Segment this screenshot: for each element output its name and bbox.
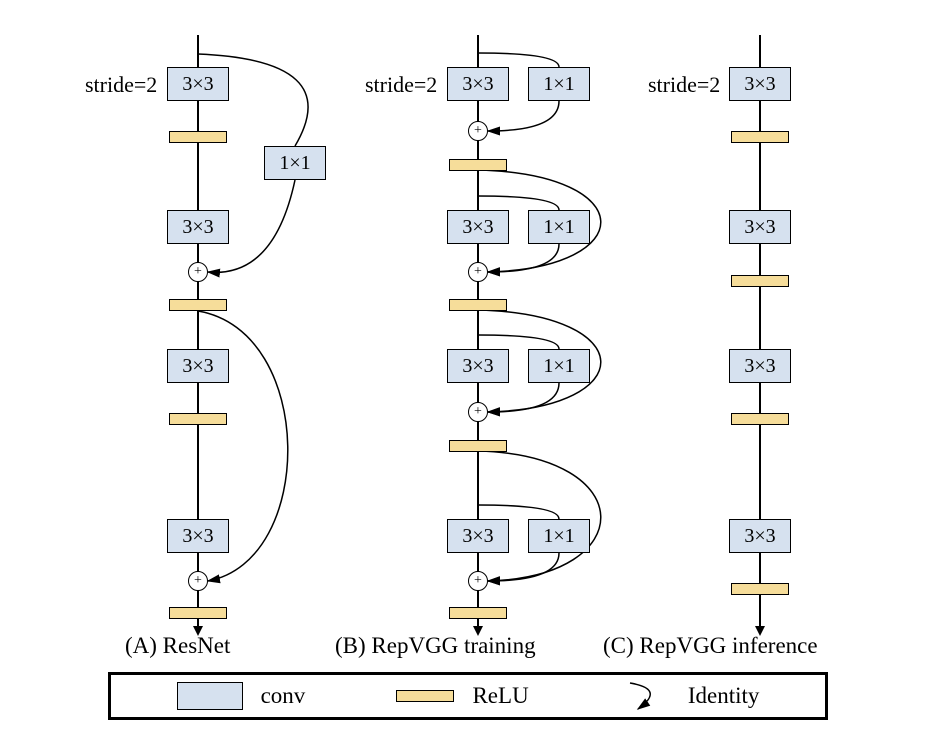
caption-A: (A) ResNet <box>125 633 230 659</box>
B-conv3-3: 3×3 <box>447 519 509 553</box>
A-relu-2 <box>169 413 227 425</box>
legend: conv ReLU Identity <box>108 672 828 720</box>
A-relu-3 <box>169 607 227 619</box>
C-conv3-2: 3×3 <box>729 349 791 383</box>
B-plus-2: + <box>468 402 488 422</box>
B-relu-1 <box>449 299 507 311</box>
A-conv3-1: 3×3 <box>167 210 229 244</box>
A-conv3-3: 3×3 <box>167 519 229 553</box>
C-conv3-3: 3×3 <box>729 519 791 553</box>
C-conv3-0: 3×3 <box>729 67 791 101</box>
B-plus-1: + <box>468 262 488 282</box>
B-conv3-1: 3×3 <box>447 210 509 244</box>
stride-label-A: stride=2 <box>85 72 157 98</box>
B-relu-0 <box>449 159 507 171</box>
B-plus-0: + <box>468 121 488 141</box>
stride-label-C: stride=2 <box>648 72 720 98</box>
B-conv1-0: 1×1 <box>528 67 590 101</box>
B-conv1-1: 1×1 <box>528 210 590 244</box>
diagram-canvas: conv ReLU Identity stride=2 3×3 3×3 3×3 3×3 1… <box>0 0 938 742</box>
C-relu-3 <box>731 583 789 595</box>
A-plus-0: + <box>188 262 208 282</box>
legend-item-relu: ReLU <box>396 683 528 709</box>
stride-label-B: stride=2 <box>365 72 437 98</box>
B-conv3-2: 3×3 <box>447 349 509 383</box>
C-conv3-1: 3×3 <box>729 210 791 244</box>
legend-label-relu: ReLU <box>472 683 528 709</box>
A-plus-1: + <box>188 571 208 591</box>
identity-icon <box>620 679 670 713</box>
A-conv1x1: 1×1 <box>264 146 326 180</box>
B-plus-3: + <box>468 571 488 591</box>
conv-swatch <box>177 682 243 710</box>
legend-item-conv: conv <box>177 682 306 710</box>
caption-B: (B) RepVGG training <box>335 633 536 659</box>
legend-label-identity: Identity <box>688 683 760 709</box>
legend-label-conv: conv <box>261 683 306 709</box>
B-conv3-0: 3×3 <box>447 67 509 101</box>
A-relu-0 <box>169 131 227 143</box>
B-relu-3 <box>449 607 507 619</box>
A-conv3-2: 3×3 <box>167 349 229 383</box>
C-relu-0 <box>731 131 789 143</box>
C-relu-2 <box>731 413 789 425</box>
A-conv3-0: 3×3 <box>167 67 229 101</box>
relu-swatch <box>396 690 454 702</box>
legend-item-identity: Identity <box>620 679 760 713</box>
B-conv1-3: 1×1 <box>528 519 590 553</box>
caption-C: (C) RepVGG inference <box>603 633 818 659</box>
B-relu-2 <box>449 440 507 452</box>
A-relu-1 <box>169 299 227 311</box>
B-conv1-2: 1×1 <box>528 349 590 383</box>
C-relu-1 <box>731 275 789 287</box>
